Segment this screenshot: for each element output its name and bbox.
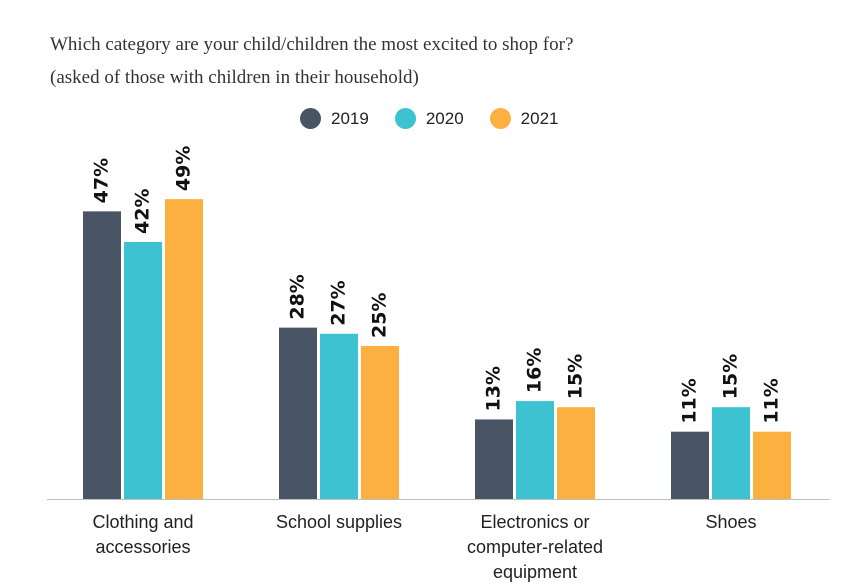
legend-swatch-2021 [489, 108, 511, 129]
bar-2019-1 [83, 211, 121, 500]
legend-label-2020: 2020 [425, 108, 464, 128]
legend: 2019 2020 2021 [300, 108, 584, 129]
bar-2020-4 [712, 407, 750, 499]
category-label-3: Electronics or computer-related equipment [467, 512, 603, 582]
legend-swatch-2019 [300, 108, 321, 129]
bar-2021-2 [361, 346, 399, 499]
category-label-2: School supplies [276, 512, 402, 532]
bar-2020-3 [516, 401, 554, 499]
legend-label-2021: 2021 [520, 108, 559, 128]
bar-2019-4 [671, 431, 709, 499]
legend-label-2019: 2019 [331, 108, 369, 128]
chart-title-line-2: (asked of those with children in their h… [50, 67, 419, 88]
chart-title: Which category are your child/children t… [50, 28, 573, 94]
data-label-2020-3: 16% [524, 348, 546, 393]
bar-2021-4 [753, 431, 791, 499]
bar-2020-2 [320, 333, 358, 499]
bar-2019-3 [475, 419, 513, 499]
legend-swatch-2020 [394, 108, 416, 129]
data-label-2020-2: 27% [328, 280, 350, 325]
legend-item-2020: 2020 [394, 108, 464, 129]
bar-2020-1 [124, 241, 162, 499]
data-label-2019-4: 11% [679, 378, 701, 423]
legend-item-2021: 2021 [489, 108, 559, 129]
bar-2021-1 [165, 199, 203, 499]
data-label-2021-3: 15% [565, 354, 587, 399]
category-label-1: Clothing and accessories [92, 512, 193, 557]
data-label-2019-3: 13% [483, 366, 505, 411]
bar-2021-3 [557, 407, 595, 499]
data-label-2020-1: 42% [132, 188, 154, 233]
data-label-2019-1: 47% [91, 158, 113, 203]
data-label-2019-2: 28% [287, 274, 309, 319]
bar-2019-2 [279, 327, 317, 499]
legend-item-2019: 2019 [300, 108, 369, 129]
chart-title-line-1: Which category are your child/children t… [50, 34, 574, 55]
data-label-2021-1: 49% [173, 146, 195, 191]
data-label-2020-4: 15% [720, 354, 742, 399]
data-label-2021-2: 25% [369, 293, 391, 338]
data-label-2021-4: 11% [761, 378, 783, 423]
category-label-4: Shoes [705, 512, 756, 532]
